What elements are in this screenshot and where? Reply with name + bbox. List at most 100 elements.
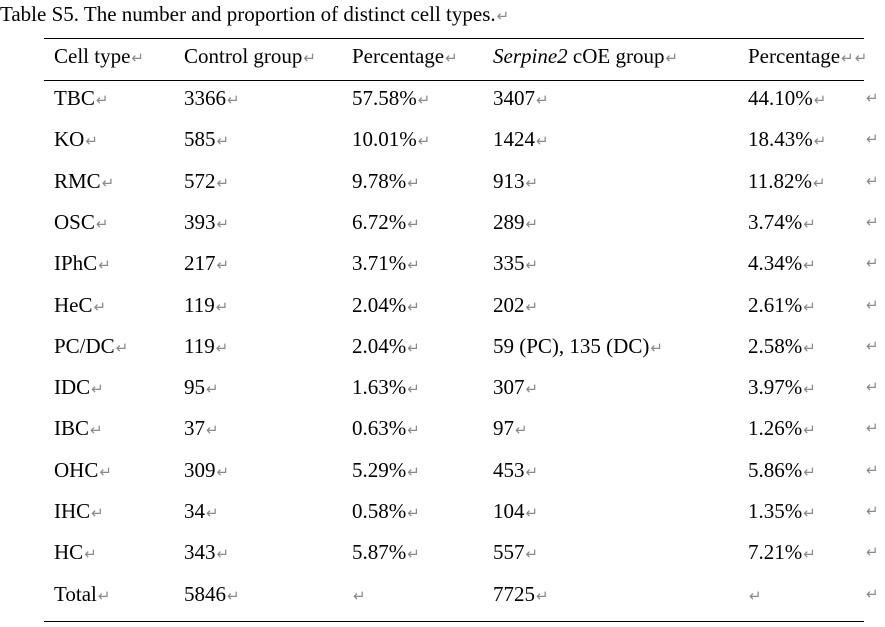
cell-coe-percentage: ↵ [748,582,762,608]
paragraph-mark-icon: ↵ [215,338,229,357]
paragraph-mark-icon: ↵ [206,421,219,440]
cell-coe-count: 202↵ [493,292,539,317]
cell-cell-type: PC/DC↵ [54,333,129,358]
paragraph-mark-icon: ↵ [84,545,97,564]
cell-cell-type: IPhC↵ [54,251,111,276]
cell-control-count: 393↵ [184,209,230,234]
cell-cell-type: IDC↵ [54,375,104,400]
table-row: IBC↵ 37↵ 0.63%↵ 97↵ 1.26%↵ ↵ [44,416,885,457]
paragraph-mark-icon: ↵ [841,49,854,67]
cell-coe-percentage: 18.43%↵ [748,127,827,152]
row-end-mark-icon: ↵ [866,460,879,479]
table-header-rule [44,80,864,81]
table-caption: Table S5. The number and proportion of d… [0,2,509,28]
paragraph-mark-icon: ↵ [803,380,816,399]
paragraph-mark-icon: ↵ [417,132,431,151]
paragraph-mark-icon: ↵ [227,91,240,109]
cell-cell-type: HeC↵ [54,292,107,317]
row-end-mark-icon: ↵ [866,171,879,190]
cell-coe-percentage: 3.97%↵ [748,375,816,400]
paragraph-mark-icon: ↵ [93,297,107,316]
paragraph-mark-icon: ↵ [115,338,129,357]
table-row: HC↵ 343↵ 5.87%↵ 557↵ 7.21%↵ ↵ [44,540,885,581]
cell-coe-percentage: 2.58%↵ [748,333,816,358]
paragraph-mark-icon: ↵ [525,462,539,481]
row-end-mark-icon: ↵ [866,502,879,520]
cell-coe-percentage: 3.74%↵ [748,209,816,234]
cell-coe-percentage: 11.82%↵ [748,168,826,193]
cell-cell-type: IHC↵ [54,499,104,523]
paragraph-mark-icon: ↵ [95,214,109,233]
paragraph-mark-icon: ↵ [85,132,98,151]
cell-control-percentage: 57.58%↵ [352,86,431,110]
cell-control-percentage: 6.72%↵ [352,209,420,234]
paragraph-mark-icon: ↵ [407,214,420,233]
cell-control-count: 119↵ [184,292,229,317]
paragraph-mark-icon: ↵ [536,91,549,109]
table-row: HeC↵ 119↵ 2.04%↵ 202↵ 2.61%↵ ↵ [44,293,885,334]
cell-coe-count: 453↵ [493,457,539,482]
paragraph-mark-icon: ↵ [97,586,111,605]
cell-control-count: 343↵ [184,540,230,565]
row-end-mark-icon: ↵ [866,543,879,562]
row-end-mark-icon: ↵ [866,336,879,355]
paragraph-mark-icon: ↵ [407,173,420,192]
table-row: OSC↵ 393↵ 6.72%↵ 289↵ 3.74%↵ ↵ [44,210,885,251]
cell-coe-count: 913↵ [493,168,539,193]
table-row: KO↵ 585↵ 10.01%↵ 1424↵ 18.43%↵ ↵ [44,127,885,168]
paragraph-mark-icon: ↵ [496,7,510,25]
header-percentage-coe: Percentage↵↵ [748,44,868,68]
paragraph-mark-icon: ↵ [206,504,219,522]
cell-control-percentage: 0.58%↵ [352,499,420,523]
paragraph-mark-icon: ↵ [91,380,104,399]
paragraph-mark-icon: ↵ [216,214,230,233]
paragraph-mark-icon: ↵ [525,504,539,522]
paragraph-mark-icon: ↵ [525,214,539,233]
cell-control-count: 95↵ [184,375,219,400]
paragraph-mark-icon: ↵ [803,256,816,275]
paragraph-mark-icon: ↵ [525,297,539,316]
paragraph-mark-icon: ↵ [515,421,528,440]
paragraph-mark-icon: ↵ [99,462,112,481]
paragraph-mark-icon: ↵ [353,586,366,605]
cell-cell-type: OSC↵ [54,209,109,234]
cell-coe-percentage: 1.35%↵ [748,499,816,523]
paragraph-mark-icon: ↵ [525,173,539,192]
paragraph-mark-icon: ↵ [206,380,219,399]
table-row: PC/DC↵ 119↵ 2.04%↵ 59 (PC), 135 (DC)↵ 2.58%↵… [44,334,885,375]
paragraph-mark-icon: ↵ [101,173,115,192]
row-end-mark-icon: ↵ [866,212,879,231]
paragraph-mark-icon: ↵ [407,297,420,316]
cell-control-percentage: 5.87%↵ [352,540,420,565]
table-row: IHC↵ 34↵ 0.58%↵ 104↵ 1.35%↵ ↵ [44,499,885,540]
paragraph-mark-icon: ↵ [407,504,420,522]
paragraph-mark-icon: ↵ [536,132,549,151]
cell-control-count: 309↵ [184,457,230,482]
paragraph-mark-icon: ↵ [536,586,549,605]
cell-coe-count: 289↵ [493,209,539,234]
paragraph-mark-icon: ↵ [98,256,111,275]
paragraph-mark-icon: ↵ [525,256,539,275]
cell-coe-percentage: 1.26%↵ [748,416,816,441]
row-end-mark-icon: ↵ [854,49,868,67]
cell-control-percentage: 1.63%↵ [352,375,420,400]
cell-coe-count: 7725↵ [493,581,549,606]
cell-control-percentage: 5.29%↵ [352,457,420,482]
paragraph-mark-icon: ↵ [215,297,229,316]
cell-control-percentage: 9.78%↵ [352,168,420,193]
header-control-group: Control group↵ [184,44,316,68]
cell-control-count: 217↵ [184,251,230,276]
cell-control-percentage: 2.04%↵ [352,292,420,317]
paragraph-mark-icon: ↵ [131,49,144,67]
paragraph-mark-icon: ↵ [812,173,826,192]
cell-coe-count: 335↵ [493,251,539,276]
paragraph-mark-icon: ↵ [216,132,230,151]
cell-control-count: 585↵ [184,127,230,152]
paragraph-mark-icon: ↵ [407,256,420,275]
cell-coe-count: 59 (PC), 135 (DC)↵ [493,333,663,358]
paragraph-mark-icon: ↵ [407,462,420,481]
table-top-rule [44,38,864,39]
row-end-mark-icon: ↵ [866,378,879,397]
paragraph-mark-icon: ↵ [90,421,103,440]
paragraph-mark-icon: ↵ [525,545,539,564]
